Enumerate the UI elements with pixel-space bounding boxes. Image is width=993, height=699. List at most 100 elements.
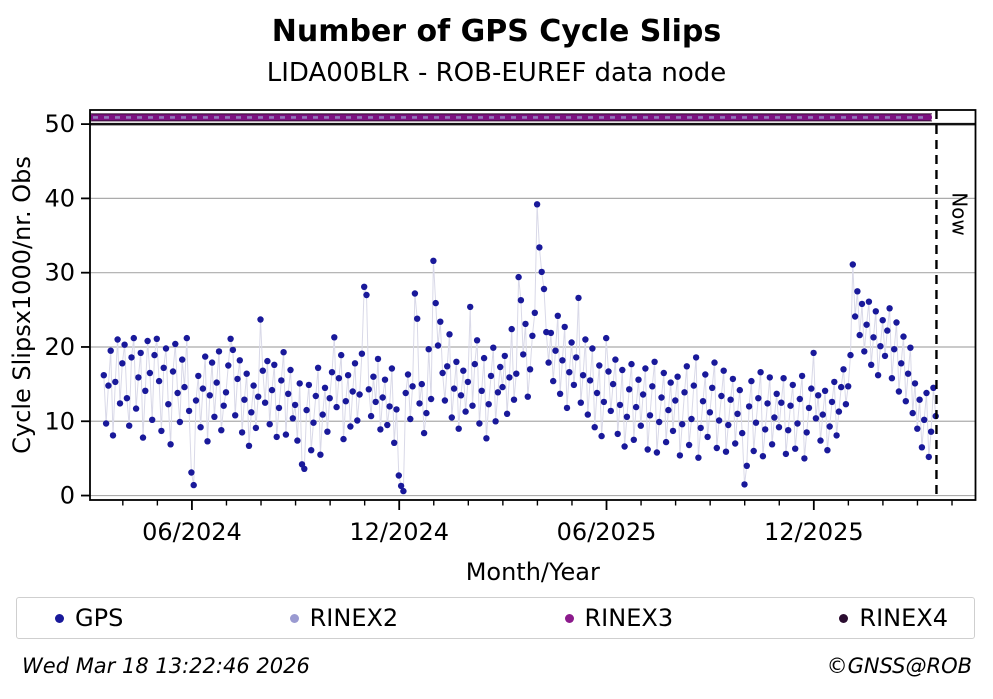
- gps-point: [137, 349, 144, 357]
- gps-point: [907, 344, 914, 351]
- y-tick-label: 10: [44, 407, 75, 435]
- gps-point: [520, 351, 527, 358]
- gps-point: [925, 453, 932, 461]
- gps-point: [644, 446, 651, 453]
- gps-point: [916, 396, 923, 403]
- gps-point: [273, 433, 280, 441]
- gps-point: [877, 343, 884, 350]
- gps-point: [630, 436, 637, 443]
- gps-series: [100, 201, 939, 495]
- x-tick-label: 12/2025: [764, 518, 864, 546]
- gps-point: [685, 441, 693, 449]
- gps-point: [243, 370, 250, 377]
- gps-point: [144, 337, 151, 345]
- gps-point: [372, 398, 379, 406]
- gps-point: [473, 337, 481, 344]
- gps-point: [739, 429, 746, 437]
- gps-point: [718, 392, 725, 400]
- rinex3-band-rect: [90, 113, 932, 121]
- gps-point: [333, 403, 340, 411]
- gps-point: [674, 373, 681, 380]
- gps-point: [815, 392, 822, 399]
- gps-point: [303, 406, 310, 414]
- gps-point: [840, 366, 847, 373]
- gps-point: [605, 368, 612, 375]
- gps-point: [732, 440, 739, 447]
- gps-point: [294, 437, 301, 444]
- gps-point: [109, 432, 117, 439]
- gps-point: [301, 465, 308, 472]
- gps-point: [550, 377, 557, 385]
- gps-point: [775, 424, 783, 431]
- gps-point: [577, 399, 584, 406]
- gps-point: [450, 385, 458, 392]
- gps-point: [508, 325, 515, 333]
- gps-point: [725, 421, 732, 429]
- gps-point: [658, 394, 665, 401]
- gps-point: [160, 364, 167, 371]
- gps-point: [471, 360, 478, 368]
- gps-point: [363, 291, 370, 299]
- gps-point: [142, 387, 149, 394]
- gps-point: [715, 417, 723, 424]
- gps-point: [824, 447, 831, 454]
- gps-point: [623, 413, 631, 420]
- gps-point: [591, 424, 598, 431]
- gps-point: [102, 420, 110, 427]
- gps-point: [464, 378, 472, 386]
- gps-point: [282, 431, 290, 438]
- gps-point: [586, 377, 594, 384]
- gps-point: [600, 398, 608, 406]
- gps-point: [503, 410, 511, 417]
- gps-point: [245, 442, 253, 449]
- gps-point: [483, 435, 490, 442]
- gps-point: [538, 268, 545, 276]
- gps-point: [132, 405, 140, 412]
- gps-point: [545, 359, 552, 366]
- gps-point: [810, 349, 817, 357]
- gps-point: [126, 422, 133, 429]
- chart-subtitle: LIDA00BLR - ROB-EUREF data node: [266, 58, 727, 88]
- rinex3-band: [90, 113, 932, 122]
- gps-point: [367, 412, 375, 420]
- gps-point: [151, 351, 158, 359]
- gps-point: [796, 395, 803, 403]
- gps-point: [448, 414, 455, 421]
- gps-point: [377, 426, 384, 433]
- rinex3-marker-icon: [564, 613, 574, 623]
- gps-point: [420, 429, 428, 437]
- gps-point: [794, 420, 801, 427]
- gps-point: [407, 415, 414, 423]
- gps-point: [208, 359, 216, 366]
- gps-point: [612, 356, 619, 363]
- gps-point: [146, 369, 154, 377]
- gps-point: [128, 354, 135, 361]
- gps-point: [107, 347, 114, 354]
- gps-point: [409, 383, 416, 390]
- gps-point: [374, 355, 382, 363]
- gps-point: [734, 410, 741, 417]
- gps-point: [533, 201, 541, 208]
- gps-point: [395, 472, 402, 479]
- gps-point: [895, 388, 903, 395]
- y-axis-label: Cycle Slipsx1000/nr. Obs: [8, 156, 36, 454]
- gps-point: [801, 455, 808, 462]
- gps-point: [831, 378, 838, 386]
- gps-point: [660, 369, 667, 377]
- y-tick-label: 30: [44, 259, 75, 287]
- gps-point: [651, 358, 658, 365]
- gps-point: [849, 261, 856, 268]
- plot-frame: [89, 109, 977, 501]
- gps-point: [354, 417, 361, 424]
- gps-point: [886, 305, 893, 312]
- gps-point: [328, 369, 336, 376]
- gps-point: [695, 454, 702, 461]
- gps-point: [476, 420, 483, 427]
- gps-point: [828, 398, 836, 406]
- gps-point: [759, 453, 767, 460]
- gps-point: [215, 348, 223, 355]
- gps-point: [490, 344, 497, 351]
- gps-point: [902, 398, 909, 405]
- gps-point: [646, 412, 654, 419]
